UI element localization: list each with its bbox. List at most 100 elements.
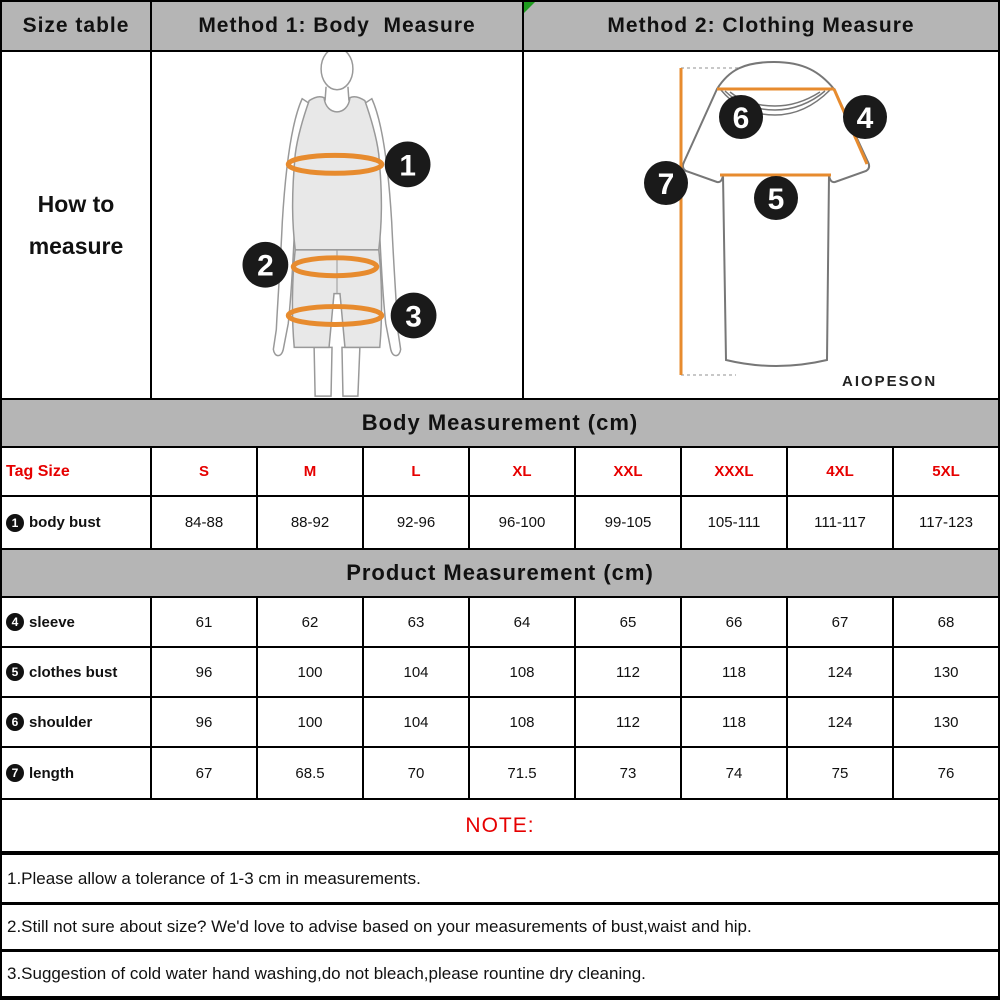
table-cell: 74 — [680, 748, 786, 798]
method1-label: Method 1: Body Measure — [198, 14, 476, 37]
clothes-bust-label-cell: 5 clothes bust — [2, 648, 150, 696]
waist-band — [290, 255, 380, 279]
how-to-line1: How to — [37, 191, 115, 217]
tag-size-label-cell: Tag Size — [6, 462, 70, 480]
table-cell: 124 — [786, 698, 892, 746]
green-corner-marker-icon — [524, 2, 535, 13]
table-cell: 75 — [786, 748, 892, 798]
table-cell: 111-117 — [786, 497, 892, 548]
sleeve-label-cell: 4 sleeve — [2, 598, 150, 646]
table-cell: 76 — [892, 748, 998, 798]
marker-4-icon: 4 — [843, 95, 887, 139]
svg-text:6: 6 — [733, 102, 750, 135]
table-cell: 130 — [892, 648, 998, 696]
method2-label: Method 2: Clothing Measure — [607, 14, 915, 37]
table-cell: 71.5 — [468, 748, 574, 798]
method2-header: Method 2: Clothing Measure — [522, 2, 998, 50]
table-cell: 130 — [892, 698, 998, 746]
size-table-header: Size table — [2, 2, 150, 50]
how-to-line2: measure — [28, 233, 124, 259]
brand-text: AIOPESON — [842, 373, 937, 390]
svg-text:7: 7 — [658, 168, 675, 201]
table-cell: 67 — [786, 598, 892, 646]
marker-5-icon: 5 — [754, 176, 798, 220]
table-cell: 104 — [362, 648, 468, 696]
body-bust-label-cell: 1 body bust — [2, 497, 150, 548]
table-cell: 118 — [680, 648, 786, 696]
diagram-row: How to measure — [2, 52, 998, 398]
table-cell: 66 — [680, 598, 786, 646]
table-cell: 61 — [150, 598, 256, 646]
product-measurement-banner: Product Measurement (cm) — [2, 548, 998, 598]
table-cell: 100 — [256, 698, 362, 746]
length-row: 7 length 67 68.5 70 71.5 73 74 75 76 — [2, 748, 998, 800]
table-cell: 124 — [786, 648, 892, 696]
table-cell: 63 — [362, 598, 468, 646]
body-measure-diagram: 1 2 3 — [150, 52, 522, 398]
table-cell: 68.5 — [256, 748, 362, 798]
table-cell: 65 — [574, 598, 680, 646]
body-bust-row: 1 body bust 84-88 88-92 92-96 96-100 99-105 1… — [2, 497, 998, 548]
marker-6-icon: 6 — [719, 95, 763, 139]
clothes-bust-row: 5 clothes bust 96 100 104 108 112 118 124 130 — [2, 648, 998, 698]
circled-4-icon: 4 — [6, 613, 24, 631]
circled-5-icon: 5 — [6, 663, 24, 681]
table-cell: L — [362, 448, 468, 495]
body-measurement-banner: Body Measurement (cm) — [2, 398, 998, 448]
table-cell: 96 — [150, 698, 256, 746]
clothing-measure-diagram: 6 4 7 5 AIOPESON — [522, 52, 998, 398]
table-cell: M — [256, 448, 362, 495]
table-cell: 105-111 — [680, 497, 786, 548]
table-cell: 67 — [150, 748, 256, 798]
table-cell: 96 — [150, 648, 256, 696]
table-cell: 112 — [574, 648, 680, 696]
svg-text:2: 2 — [257, 250, 274, 283]
svg-text:5: 5 — [768, 183, 785, 216]
table-cell: XL — [468, 448, 574, 495]
svg-text:3: 3 — [405, 300, 422, 333]
table-cell: 104 — [362, 698, 468, 746]
circled-1-icon: 1 — [6, 513, 24, 532]
sleeve-row: 4 sleeve 61 62 63 64 65 66 67 68 — [2, 598, 998, 648]
svg-text:4: 4 — [857, 102, 874, 135]
circled-6-icon: 6 — [6, 713, 24, 731]
how-to-measure-cell: How to measure — [2, 52, 150, 398]
table-cell: 118 — [680, 698, 786, 746]
shoulder-label-cell: 6 shoulder — [2, 698, 150, 746]
table-cell: 117-123 — [892, 497, 998, 548]
header-row: Size table Method 1: Body Measure Method… — [2, 0, 998, 52]
circled-7-icon: 7 — [6, 764, 24, 782]
table-cell: 68 — [892, 598, 998, 646]
body-figure-illustration: 1 2 3 — [242, 52, 437, 397]
tshirt-illustration: 6 4 7 5 AIOPESON — [644, 60, 937, 390]
table-cell: 4XL — [786, 448, 892, 495]
note-title: NOTE: — [2, 800, 998, 855]
table-cell: 112 — [574, 698, 680, 746]
note-item-2: 2.Still not sure about size? We'd love t… — [2, 905, 998, 952]
bust-band — [285, 152, 385, 176]
table-cell: 5XL — [892, 448, 998, 495]
hip-band — [285, 304, 385, 327]
table-cell: 108 — [468, 648, 574, 696]
note-item-1: 1.Please allow a tolerance of 1-3 cm in … — [2, 855, 998, 905]
table-cell: 99-105 — [574, 497, 680, 548]
size-table-label: Size table — [22, 14, 130, 37]
length-label-cell: 7 length — [2, 748, 150, 798]
svg-text:1: 1 — [399, 149, 416, 182]
note-item-3: 3.Suggestion of cold water hand washing,… — [2, 952, 998, 1000]
table-cell: 100 — [256, 648, 362, 696]
table-cell: XXXL — [680, 448, 786, 495]
table-cell: XXL — [574, 448, 680, 495]
table-cell: 73 — [574, 748, 680, 798]
marker-7-icon: 7 — [644, 161, 688, 205]
shoulder-row: 6 shoulder 96 100 104 108 112 118 124 130 — [2, 698, 998, 748]
tag-size-row: Tag Size S M L XL XXL XXXL 4XL 5XL — [2, 448, 998, 497]
table-cell: 70 — [362, 748, 468, 798]
table-cell: 62 — [256, 598, 362, 646]
table-cell: 88-92 — [256, 497, 362, 548]
marker-2-icon: 2 — [242, 241, 289, 288]
table-cell: 108 — [468, 698, 574, 746]
table-cell: 84-88 — [150, 497, 256, 548]
marker-3-icon: 3 — [390, 292, 437, 339]
